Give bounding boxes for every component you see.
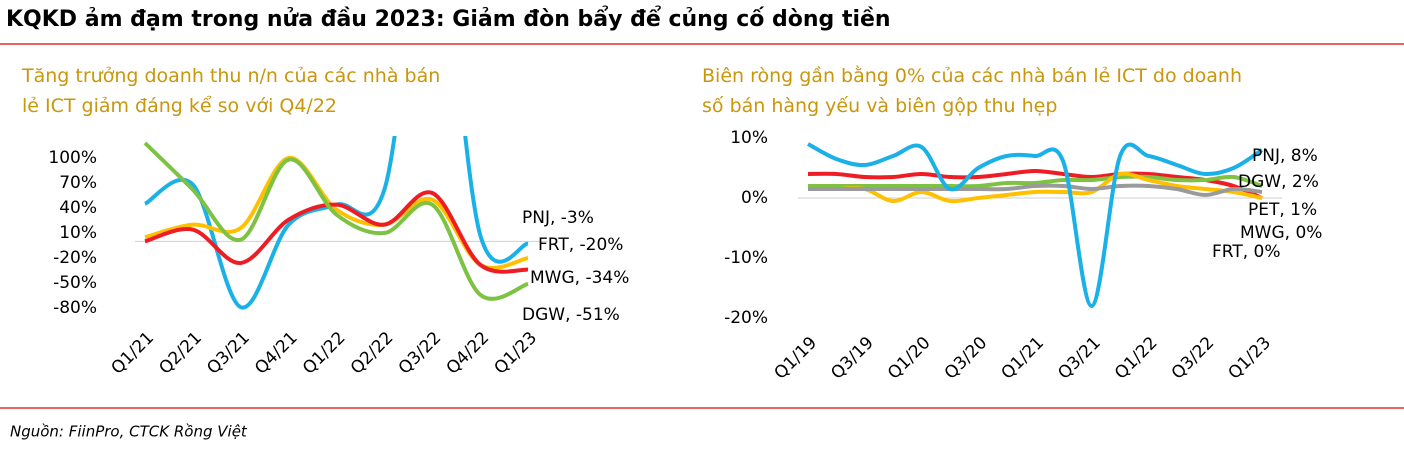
end-label: MWG, -34% <box>530 268 629 288</box>
series-line <box>144 190 529 274</box>
x-tick-label: Q1/19 <box>770 333 821 384</box>
x-tick-label: Q1/20 <box>884 333 935 384</box>
x-tick-label: Q3/20 <box>941 333 992 384</box>
end-label: DGW, -51% <box>522 305 620 325</box>
x-tick-label: Q1/23 <box>490 328 541 379</box>
x-tick-label: Q4/22 <box>443 328 494 379</box>
x-tick-label: Q1/21 <box>107 328 158 379</box>
y-tick-label: -50% <box>53 273 97 293</box>
x-tick-label: Q3/22 <box>395 328 446 379</box>
chart-title: Biên ròng gần bằng 0% của các nhà bán lẻ… <box>702 64 1242 117</box>
x-tick-label: Q3/21 <box>203 328 254 379</box>
end-label: PNJ, -3% <box>522 208 594 228</box>
x-tick-label: Q3/19 <box>827 333 878 384</box>
plot <box>143 136 529 310</box>
end-label: FRT, -20% <box>538 235 623 255</box>
series-line <box>807 171 1263 204</box>
end-label: FRT, 0% <box>1212 242 1281 262</box>
end-label: PNJ, 8% <box>1252 146 1318 166</box>
y-tick-label: 100% <box>48 148 97 168</box>
y-tick-label: -10% <box>724 248 768 268</box>
y-tick-label: -80% <box>53 298 97 318</box>
end-label: PET, 1% <box>1248 200 1317 220</box>
end-label: DGW, 2% <box>1238 172 1319 192</box>
y-tick-label: 0% <box>741 188 768 208</box>
y-tick-label: 40% <box>59 198 97 218</box>
series-line <box>143 136 529 310</box>
x-tick-label: Q3/22 <box>1168 333 1219 384</box>
end-label: MWG, 0% <box>1240 223 1322 243</box>
x-tick-label: Q3/21 <box>1054 333 1105 384</box>
series-line <box>807 169 1263 200</box>
series-line <box>808 174 1263 189</box>
x-tick-label: Q2/22 <box>347 328 398 379</box>
source: Nguồn: FiinPro, CTCK Rồng Việt <box>10 423 248 441</box>
y-tick-label: 10% <box>730 128 768 148</box>
x-tick-label: Q1/21 <box>997 333 1048 384</box>
y-tick-label: -20% <box>724 308 768 328</box>
plot <box>807 142 1264 309</box>
series-line <box>807 142 1264 309</box>
y-tick-label: -20% <box>53 248 97 268</box>
x-tick-label: Q2/21 <box>155 328 206 379</box>
series-line <box>807 183 1263 197</box>
page-title: KQKD ảm đạm trong nửa đầu 2023: Giảm đòn… <box>6 6 891 32</box>
y-tick-label: 10% <box>59 223 97 243</box>
x-tick-label: Q1/23 <box>1224 333 1275 384</box>
x-tick-label: Q1/22 <box>1111 333 1162 384</box>
x-tick-label: Q1/22 <box>299 328 350 379</box>
y-tick-label: 70% <box>59 173 97 193</box>
series-line <box>143 141 529 301</box>
chart-title: Tăng trưởng doanh thu n/n của các nhà bá… <box>21 65 440 117</box>
x-tick-label: Q4/21 <box>251 328 302 379</box>
